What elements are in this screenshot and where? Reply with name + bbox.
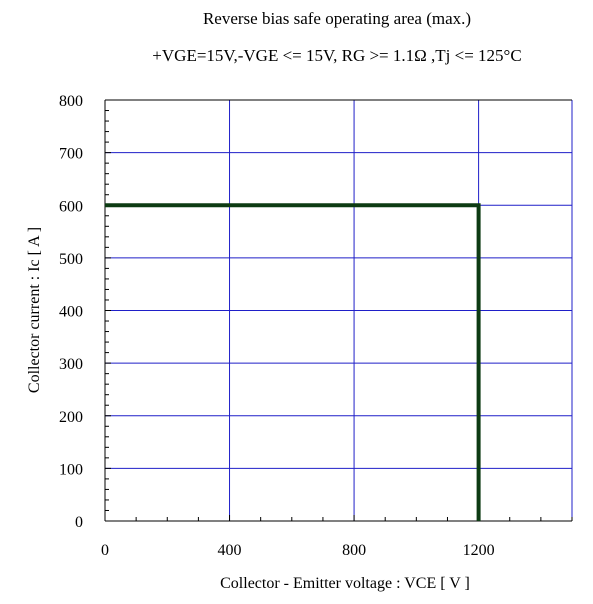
plot-area: 0 100 200 300 400 500 600 700 800 0 400 800 1200 [59, 93, 573, 559]
x-tick-label: 400 [218, 542, 242, 559]
y-tick-label: 200 [59, 409, 83, 426]
rbsoa-boundary-line [105, 203, 481, 521]
x-tick-label: 0 [101, 542, 109, 559]
y-tick-label: 500 [59, 251, 83, 268]
y-tick-label: 800 [59, 93, 83, 110]
y-tick-label: 700 [59, 146, 83, 163]
chart-subtitle: +VGE=15V,-VGE <= 15V, RG >= 1.1Ω ,Tj <= … [152, 46, 521, 65]
y-tick-label: 300 [59, 356, 83, 373]
x-tick-label: 1200 [463, 542, 495, 559]
y-tick-label: 0 [75, 514, 83, 531]
y-tick-label: 600 [59, 198, 83, 215]
y-axis-label: Collector current : Ic [ A ] [26, 227, 43, 393]
chart-title: Reverse bias safe operating area (max.) [203, 9, 471, 28]
y-tick-label: 400 [59, 304, 83, 321]
x-axis-label: Collector - Emitter voltage : VCE [ V ] [220, 575, 470, 592]
y-tick-label: 100 [59, 461, 83, 478]
x-tick-label: 800 [342, 542, 366, 559]
